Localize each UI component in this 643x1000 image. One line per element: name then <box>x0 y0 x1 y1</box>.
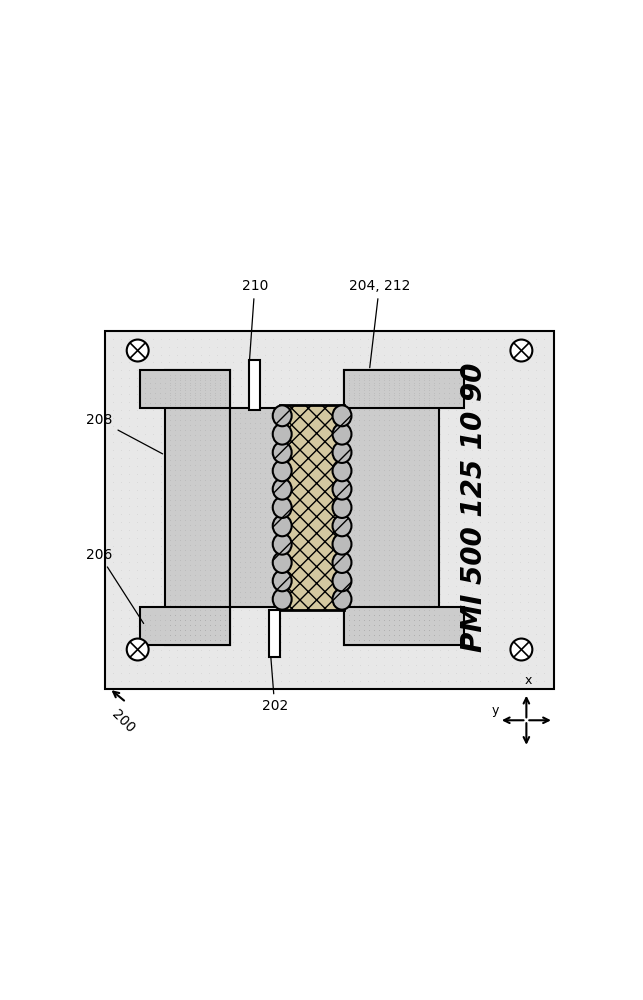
Ellipse shape <box>332 424 352 445</box>
Bar <box>345 370 439 645</box>
Ellipse shape <box>273 405 292 426</box>
Bar <box>280 405 345 610</box>
Bar <box>269 610 280 657</box>
Text: 202: 202 <box>262 652 288 713</box>
Bar <box>105 331 554 689</box>
Ellipse shape <box>273 424 292 445</box>
Bar <box>345 370 464 408</box>
Text: 208: 208 <box>86 413 163 454</box>
Bar <box>249 360 260 410</box>
Ellipse shape <box>273 460 292 481</box>
Ellipse shape <box>332 589 352 610</box>
Text: 200: 200 <box>109 707 137 735</box>
Ellipse shape <box>273 497 292 518</box>
Ellipse shape <box>273 515 292 536</box>
Ellipse shape <box>332 479 352 500</box>
Text: 210: 210 <box>242 279 268 360</box>
Bar <box>165 370 230 645</box>
Text: x: x <box>525 674 532 687</box>
Ellipse shape <box>273 552 292 573</box>
Ellipse shape <box>332 515 352 536</box>
Text: 206: 206 <box>86 548 143 624</box>
Ellipse shape <box>273 442 292 463</box>
Text: PMI 500 125 10 90: PMI 500 125 10 90 <box>460 363 488 652</box>
Ellipse shape <box>332 442 352 463</box>
Ellipse shape <box>273 479 292 500</box>
Bar <box>140 607 230 645</box>
Circle shape <box>511 639 532 660</box>
Circle shape <box>127 340 149 361</box>
Text: 204, 212: 204, 212 <box>349 279 410 368</box>
Ellipse shape <box>332 497 352 518</box>
Ellipse shape <box>332 570 352 591</box>
Ellipse shape <box>332 552 352 573</box>
Ellipse shape <box>332 460 352 481</box>
Circle shape <box>127 639 149 660</box>
Ellipse shape <box>273 570 292 591</box>
Ellipse shape <box>332 405 352 426</box>
Circle shape <box>511 340 532 361</box>
Bar <box>230 408 280 607</box>
Ellipse shape <box>273 534 292 555</box>
Ellipse shape <box>332 534 352 555</box>
Text: y: y <box>491 704 499 717</box>
Bar <box>140 370 230 408</box>
Ellipse shape <box>273 589 292 610</box>
Bar <box>345 607 464 645</box>
